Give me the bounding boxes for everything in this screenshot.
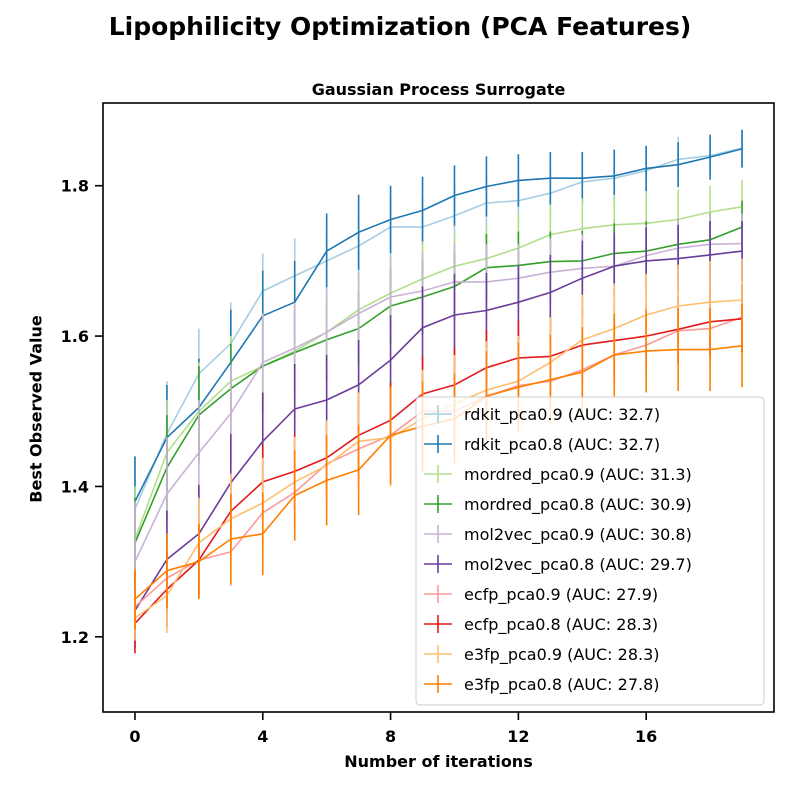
legend-label: mol2vec_pca0.8 (AUC: 29.7) (464, 555, 692, 575)
y-tick-label: 1.6 (61, 327, 89, 346)
legend-label: e3fp_pca0.9 (AUC: 28.3) (464, 645, 660, 665)
legend-item: rdkit_pca0.9 (AUC: 32.7) (424, 405, 660, 425)
legend-label: ecfp_pca0.8 (AUC: 28.3) (464, 615, 658, 635)
series-line (134, 242, 743, 562)
legend-label: rdkit_pca0.8 (AUC: 32.7) (464, 435, 660, 455)
series-line (134, 318, 743, 624)
legend-item: rdkit_pca0.8 (AUC: 32.7) (424, 435, 660, 455)
y-axis-ticks: 1.2 1.4 1.6 1.8 (61, 177, 103, 647)
legend-label: mordred_pca0.9 (AUC: 31.3) (464, 465, 692, 485)
legend-label: mol2vec_pca0.9 (AUC: 30.8) (464, 525, 692, 545)
series-line (134, 147, 743, 510)
x-tick-label: 8 (385, 727, 396, 746)
legend-box (415, 396, 765, 706)
x-tick-label: 12 (507, 727, 529, 746)
y-tick-label: 1.2 (61, 628, 89, 647)
legend: rdkit_pca0.9 (AUC: 32.7) rdkit_pca0.8 (AU… (415, 396, 765, 706)
x-tick-label: 16 (635, 727, 657, 746)
legend-item: mol2vec_pca0.9 (AUC: 30.8) (424, 525, 692, 545)
plot-area (134, 129, 743, 654)
legend-label: ecfp_pca0.9 (AUC: 27.9) (464, 585, 658, 605)
x-tick-label: 4 (257, 727, 268, 746)
legend-item: ecfp_pca0.8 (AUC: 28.3) (424, 615, 658, 635)
axes-title: Gaussian Process Surrogate (311, 80, 566, 99)
legend-label: e3fp_pca0.8 (AUC: 27.8) (464, 675, 660, 695)
axes-frame (102, 102, 775, 713)
legend-item: mordred_pca0.9 (AUC: 31.3) (424, 465, 692, 485)
series-line (134, 226, 743, 544)
legend-item: ecfp_pca0.9 (AUC: 27.9) (424, 585, 658, 605)
x-axis-ticks: 0 4 8 12 16 (129, 712, 657, 746)
legend-item: e3fp_pca0.9 (AUC: 28.3) (424, 645, 660, 665)
legend-item: e3fp_pca0.8 (AUC: 27.8) (424, 675, 660, 695)
x-axis-label: Number of iterations (344, 752, 533, 771)
legend-item: mol2vec_pca0.8 (AUC: 29.7) (424, 555, 692, 575)
legend-label: mordred_pca0.8 (AUC: 30.9) (464, 495, 692, 515)
legend-item: mordred_pca0.8 (AUC: 30.9) (424, 495, 692, 515)
series-line (134, 148, 743, 502)
y-tick-label: 1.4 (61, 477, 89, 496)
x-tick-label: 0 (129, 727, 140, 746)
series-line (134, 250, 743, 611)
legend-label: rdkit_pca0.9 (AUC: 32.7) (464, 405, 660, 425)
y-tick-label: 1.8 (61, 177, 89, 196)
figure-title: Lipophilicity Optimization (PCA Features… (108, 12, 692, 41)
series-line (134, 206, 743, 540)
